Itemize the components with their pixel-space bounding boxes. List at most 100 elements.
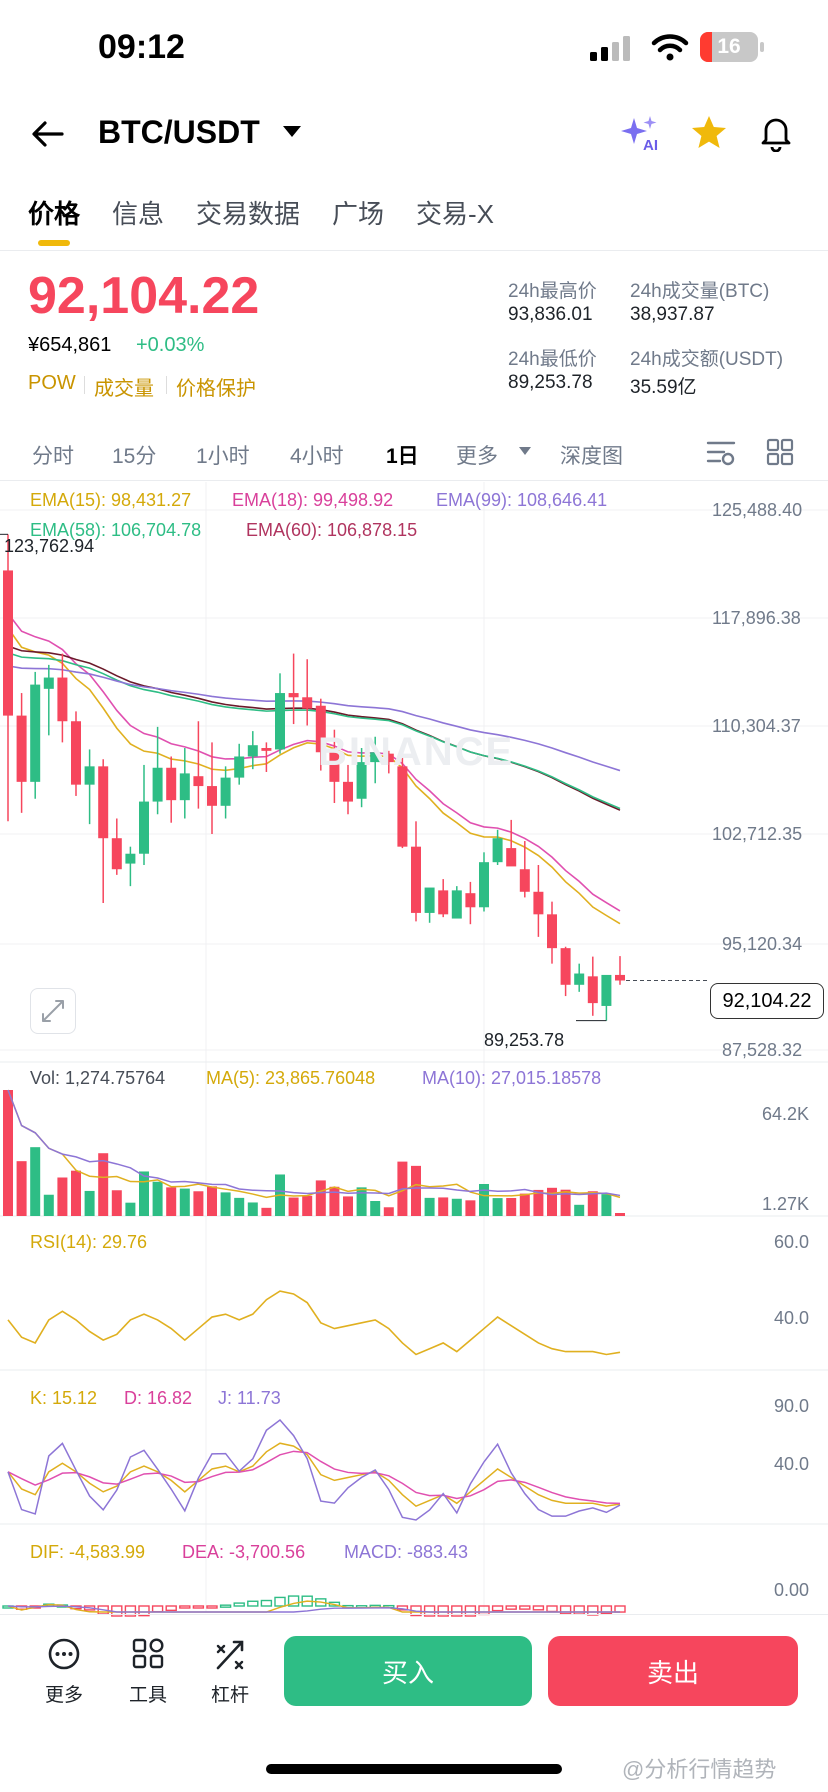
candle-body (247, 745, 258, 757)
macd-dea-label: DEA: -3,700.56 (182, 1542, 306, 1562)
back-arrow-icon[interactable] (30, 118, 66, 150)
volume-bar (30, 1147, 41, 1216)
pair-title[interactable]: BTC/USDT (98, 114, 260, 150)
macd-bar (423, 1605, 436, 1617)
sell-button[interactable]: 卖出 (548, 1636, 798, 1706)
volume-bar (288, 1197, 299, 1216)
last-price: 92,104.22 (28, 267, 260, 325)
tab-info[interactable]: 信息 (112, 199, 165, 229)
volume-bar (601, 1194, 612, 1216)
candle-body (438, 890, 449, 915)
tag-pow[interactable]: POW (28, 372, 76, 394)
volume-bar (533, 1189, 544, 1216)
kdj-j-label: J: 11.73 (218, 1388, 281, 1408)
buy-button[interactable]: 买入 (284, 1636, 532, 1706)
interval-15m[interactable]: 15分 (112, 445, 157, 468)
volume-bar (179, 1188, 190, 1216)
macd-bar (573, 1605, 585, 1615)
interval-more[interactable]: 更多 (456, 445, 498, 468)
macd-bar (491, 1605, 504, 1612)
battery-level: 16 (717, 35, 741, 58)
macd-bar (614, 1605, 626, 1613)
tag-divider (166, 376, 167, 394)
macd-bar (559, 1605, 572, 1615)
macd-bar (219, 1604, 232, 1608)
favorite-star-icon[interactable] (690, 114, 728, 150)
macd-bar (437, 1605, 449, 1617)
macd-dea-line (7, 1605, 620, 1613)
kdj-j-line (7, 1418, 621, 1521)
stat-vol-btc-value: 38,937.87 (630, 304, 715, 325)
candle-body (411, 846, 421, 913)
ema99-label: EMA(99): 108,646.41 (436, 490, 608, 510)
interval-1h[interactable]: 1小时 (196, 445, 250, 468)
tab-square[interactable]: 广场 (332, 199, 385, 229)
interval-1d[interactable]: 1日 (386, 445, 419, 468)
macd-bar (206, 1605, 218, 1609)
tools-button[interactable] (118, 1636, 178, 1710)
macd-bar (519, 1605, 531, 1610)
rsi-axis-label: 60.0 (774, 1232, 810, 1252)
kdj-axis-label: 40.0 (774, 1454, 810, 1474)
tag-price-protection[interactable]: 价格保护 (176, 378, 256, 400)
kdj-d-label: D: 16.82 (124, 1388, 193, 1408)
candle-body (179, 773, 190, 801)
more-button[interactable] (34, 1636, 94, 1710)
macd-bar (138, 1605, 150, 1617)
more-dropdown-icon[interactable] (518, 446, 532, 456)
volume-bar (152, 1181, 163, 1216)
rsi-label: RSI(14): 29.76 (30, 1232, 148, 1252)
interval-divider (0, 480, 828, 481)
macd-bar (247, 1600, 259, 1607)
volume-bar (329, 1186, 340, 1216)
tag-volume[interactable]: 成交量 (94, 378, 154, 400)
indicator-settings-icon[interactable] (706, 438, 736, 466)
last-price-marker[interactable]: 92,104.22 (710, 983, 824, 1019)
ai-assistant-icon[interactable]: AI (620, 114, 664, 156)
fullscreen-button[interactable] (30, 988, 76, 1034)
stat-low-value: 89,253.78 (508, 372, 593, 393)
interval-depth[interactable]: 深度图 (560, 445, 623, 468)
volume-bar (560, 1189, 571, 1216)
stat-high-label: 24h最高价 (508, 281, 597, 302)
tab-trading-data[interactable]: 交易数据 (196, 199, 301, 229)
interval-4h[interactable]: 4小时 (290, 445, 344, 468)
candle-body (166, 767, 177, 801)
rsi-axis-label: 40.0 (774, 1308, 810, 1328)
volume-bar (207, 1186, 217, 1216)
kdj-axis-label: 90.0 (774, 1396, 810, 1416)
macd-bar (124, 1605, 137, 1617)
volume-bar (547, 1187, 557, 1216)
volume-bar (16, 1161, 27, 1216)
macd-bar (260, 1599, 273, 1607)
volume-bar (139, 1171, 149, 1216)
candle-body (383, 753, 394, 763)
candle-body (356, 762, 367, 799)
ema18-line (7, 612, 621, 912)
macd-bar (179, 1605, 191, 1609)
candle-body (3, 570, 13, 716)
signal-icon (590, 36, 630, 61)
leverage-button[interactable] (200, 1636, 260, 1710)
candle-body (370, 752, 381, 763)
volume-bar (84, 1190, 95, 1216)
ema60-label: EMA(60): 106,878.15 (246, 520, 418, 540)
volume-bar (71, 1170, 81, 1216)
pair-dropdown-icon[interactable] (282, 124, 302, 140)
tab-price[interactable]: 价格 (28, 199, 81, 229)
layout-grid-icon[interactable] (766, 438, 794, 466)
kline-chart[interactable] (0, 482, 828, 1617)
tab-trade-x[interactable]: 交易-X (416, 199, 495, 229)
footer-watermark: @分析行情趋势 (622, 1757, 777, 1782)
macd-bar (451, 1605, 463, 1617)
volume-label: Vol: 1,274.75764 (30, 1068, 166, 1088)
volume-bar (166, 1187, 177, 1216)
interval-time-sharing[interactable]: 分时 (32, 445, 74, 468)
bell-icon[interactable] (758, 112, 794, 152)
volume-bar (315, 1180, 326, 1216)
home-indicator[interactable] (266, 1764, 562, 1774)
volume-bar (574, 1204, 585, 1216)
more-dots-icon (48, 1638, 80, 1670)
volume-bar (343, 1196, 353, 1216)
chart-low-marker: 89,253.78 (484, 1030, 565, 1050)
